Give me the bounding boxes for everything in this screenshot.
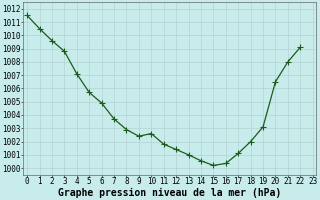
X-axis label: Graphe pression niveau de la mer (hPa): Graphe pression niveau de la mer (hPa) (58, 188, 282, 198)
